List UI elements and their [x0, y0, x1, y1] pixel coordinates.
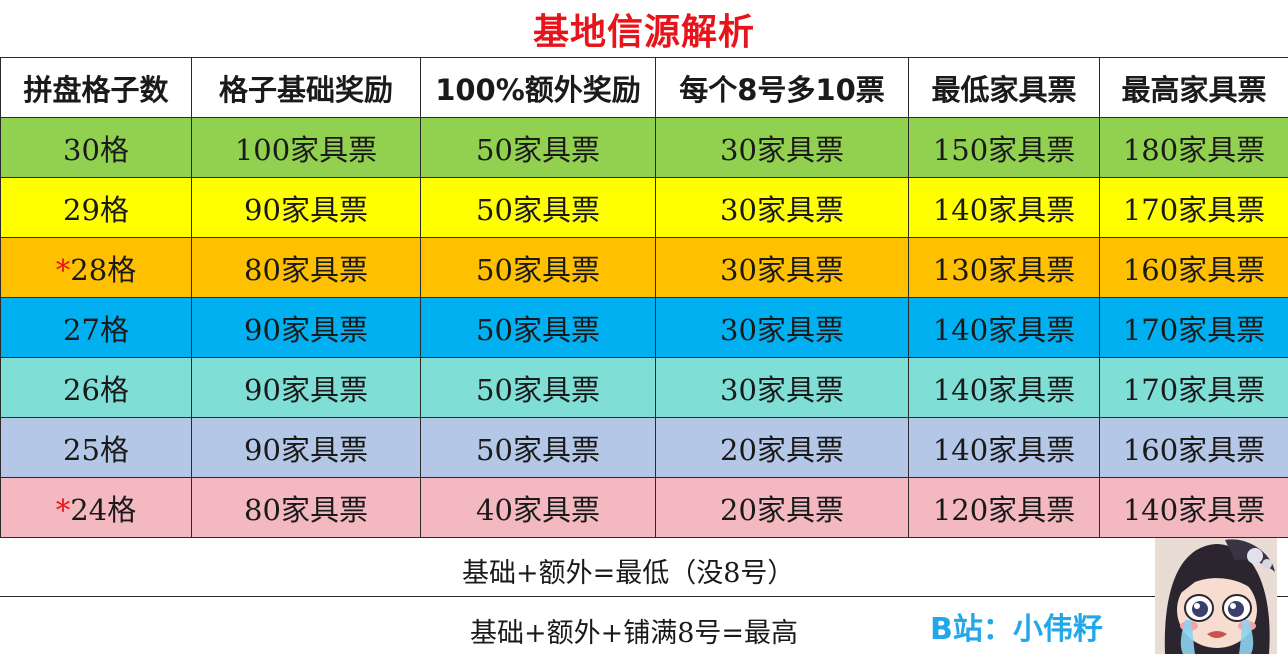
base-reward-cell: 90家具票	[191, 177, 421, 238]
table-row: 30格 100家具票 50家具票 30家具票 150家具票 180家具票	[0, 117, 1288, 178]
grid-count-cell: 27格	[0, 297, 192, 358]
base-reward-cell: 80家具票	[191, 477, 421, 538]
column-header: 100%额外奖励	[420, 57, 656, 118]
table-row: 26格 90家具票 50家具票 30家具票 140家具票 170家具票	[0, 357, 1288, 418]
grid-count-cell: 30格	[0, 117, 192, 178]
min-reward-cell: 130家具票	[908, 237, 1100, 298]
max-reward-cell: 140家具票	[1099, 477, 1288, 538]
asterisk-mark: *	[55, 252, 71, 287]
max-reward-cell: 170家具票	[1099, 297, 1288, 358]
anime-crying-girl-avatar	[1155, 538, 1277, 654]
table-row: 25格 90家具票 50家具票 20家具票 140家具票 160家具票	[0, 417, 1288, 478]
grid-count-label: 29格	[63, 192, 129, 227]
column-header: 最低家具票	[908, 57, 1100, 118]
column-header: 最高家具票	[1099, 57, 1288, 118]
bonus-reward-cell: 20家具票	[655, 417, 909, 478]
grid-count-cell: *28格	[0, 237, 192, 298]
min-reward-cell: 140家具票	[908, 177, 1100, 238]
table-row: 27格 90家具票 50家具票 30家具票 140家具票 170家具票	[0, 297, 1288, 358]
base-reward-cell: 80家具票	[191, 237, 421, 298]
table-row: *28格 80家具票 50家具票 30家具票 130家具票 160家具票	[0, 237, 1288, 298]
bonus-reward-cell: 30家具票	[655, 177, 909, 238]
grid-count-cell: 25格	[0, 417, 192, 478]
grid-count-label: 25格	[63, 432, 129, 467]
bonus-reward-cell: 30家具票	[655, 117, 909, 178]
bonus-reward-cell: 20家具票	[655, 477, 909, 538]
bonus-reward-cell: 30家具票	[655, 237, 909, 298]
base-reward-cell: 100家具票	[191, 117, 421, 178]
extra-reward-cell: 50家具票	[420, 177, 656, 238]
author-credit: B站：小伟籽	[930, 612, 1103, 647]
max-reward-cell: 160家具票	[1099, 237, 1288, 298]
min-reward-cell: 120家具票	[908, 477, 1100, 538]
min-reward-cell: 150家具票	[908, 117, 1100, 178]
max-reward-cell: 170家具票	[1099, 357, 1288, 418]
grid-count-label: 27格	[63, 312, 129, 347]
min-reward-cell: 140家具票	[908, 417, 1100, 478]
bonus-reward-cell: 30家具票	[655, 357, 909, 418]
min-reward-cell: 140家具票	[908, 297, 1100, 358]
extra-reward-cell: 50家具票	[420, 417, 656, 478]
min-formula-text: 基础+额外=最低（没8号）	[462, 558, 795, 589]
extra-reward-cell: 50家具票	[420, 357, 656, 418]
min-formula-note: 基础+额外=最低（没8号）	[0, 537, 1288, 597]
reward-table: 拼盘格子数 格子基础奖励 100%额外奖励 每个8号多10票 最低家具票 最高家…	[0, 57, 1288, 538]
extra-reward-cell: 50家具票	[420, 117, 656, 178]
grid-count-cell: *24格	[0, 477, 192, 538]
base-reward-cell: 90家具票	[191, 417, 421, 478]
bonus-reward-cell: 30家具票	[655, 297, 909, 358]
max-reward-cell: 170家具票	[1099, 177, 1288, 238]
grid-count-label: 26格	[63, 372, 129, 407]
grid-count-label: 24格	[70, 492, 137, 527]
grid-count-label: 30格	[63, 132, 129, 167]
extra-reward-cell: 50家具票	[420, 297, 656, 358]
column-header: 每个8号多10票	[655, 57, 909, 118]
max-reward-cell: 180家具票	[1099, 117, 1288, 178]
table-header-row: 拼盘格子数 格子基础奖励 100%额外奖励 每个8号多10票 最低家具票 最高家…	[0, 57, 1288, 118]
max-reward-cell: 160家具票	[1099, 417, 1288, 478]
table-row: *24格 80家具票 40家具票 20家具票 120家具票 140家具票	[0, 477, 1288, 538]
column-header: 格子基础奖励	[191, 57, 421, 118]
extra-reward-cell: 40家具票	[420, 477, 656, 538]
max-formula-text: 基础+额外+铺满8号=最高	[470, 618, 799, 649]
grid-count-label: 28格	[70, 252, 137, 287]
extra-reward-cell: 50家具票	[420, 237, 656, 298]
max-formula-note: 基础+额外+铺满8号=最高	[0, 597, 1288, 656]
table-row: 29格 90家具票 50家具票 30家具票 140家具票 170家具票	[0, 177, 1288, 238]
page-title: 基地信源解析	[532, 10, 755, 53]
base-reward-cell: 90家具票	[191, 357, 421, 418]
grid-count-cell: 29格	[0, 177, 192, 238]
min-reward-cell: 140家具票	[908, 357, 1100, 418]
base-reward-cell: 90家具票	[191, 297, 421, 358]
asterisk-mark: *	[55, 492, 71, 527]
column-header: 拼盘格子数	[0, 57, 192, 118]
grid-count-cell: 26格	[0, 357, 192, 418]
